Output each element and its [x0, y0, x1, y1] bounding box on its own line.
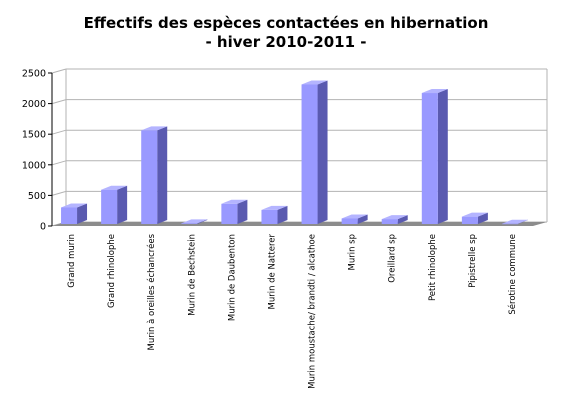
bar-side — [237, 199, 248, 224]
bar-side — [517, 219, 528, 224]
bar-top — [501, 219, 528, 224]
x-category-label: Petit rhinolophe — [428, 234, 438, 301]
bar-front — [221, 203, 238, 224]
bar — [141, 126, 168, 224]
y-tick-label: 2000 — [22, 99, 46, 110]
bar — [501, 219, 528, 225]
y-tick-label: 500 — [28, 191, 46, 202]
x-category-label: Sérotine commune — [507, 234, 518, 315]
bar-front — [101, 189, 118, 224]
bar-front — [61, 207, 78, 224]
bar-top — [61, 203, 88, 208]
bar-side — [357, 214, 368, 224]
bar-side — [77, 203, 88, 224]
y-tick-label: 0 — [40, 222, 46, 233]
bar-top — [421, 89, 448, 94]
y-tick-label: 2500 — [22, 69, 46, 80]
bar-top — [341, 214, 368, 219]
x-category-label: Grand murin — [67, 234, 77, 288]
bar-front — [181, 223, 198, 224]
gridline-wall — [51, 160, 67, 166]
bar-side — [437, 89, 448, 224]
bar-side — [317, 80, 328, 225]
bar — [101, 185, 128, 224]
bar — [261, 205, 288, 224]
bar-top — [381, 215, 408, 220]
x-category-label: Murin de Bechstein — [187, 234, 197, 316]
x-category-label: Murin de Natterer — [267, 234, 277, 310]
gridline-wall — [51, 190, 67, 196]
bar-top — [101, 185, 128, 190]
bar-top — [221, 199, 248, 204]
bar-side — [117, 185, 128, 224]
bar — [301, 80, 328, 225]
x-category-labels: Grand murin Grand rhinolophe Murin à oreil… — [67, 233, 518, 388]
y-tick-labels: 0 500 1000 1500 2000 2500 — [22, 69, 46, 233]
bar-top — [461, 212, 488, 217]
bar-front — [421, 93, 438, 224]
bars — [61, 80, 528, 225]
bar — [181, 219, 208, 224]
bar — [61, 203, 88, 224]
bar-top — [301, 80, 328, 85]
x-category-label: Oreillard sp — [388, 234, 398, 283]
x-category-label: Murin de Daubenton — [227, 234, 237, 321]
x-category-label: Murin sp — [348, 234, 358, 271]
bar — [421, 89, 448, 224]
bar — [221, 199, 248, 224]
bar-top — [181, 219, 208, 224]
bar-front — [461, 216, 478, 224]
bar — [381, 215, 408, 224]
bar-front — [341, 218, 358, 224]
chart-title-line-1: Effectifs des espèces contactées en hibe… — [84, 14, 489, 32]
bar-side — [277, 205, 288, 224]
bar-front — [141, 130, 158, 224]
bar-front — [381, 219, 398, 224]
bar-side — [197, 219, 208, 224]
y-tick-label: 1000 — [22, 160, 46, 171]
bar-top — [141, 126, 168, 131]
bar-front — [261, 209, 278, 224]
x-category-label: Grand rhinolophe — [107, 234, 117, 308]
bar-side — [157, 126, 168, 224]
x-category-label: Pipistrelle sp — [468, 234, 478, 288]
gridline-wall — [51, 68, 67, 74]
chart-title: Effectifs des espèces contactées en hibe… — [84, 14, 489, 51]
chart-title-line-2: - hiver 2010-2011 - — [205, 33, 366, 51]
bar-front — [301, 84, 318, 225]
bar — [341, 214, 368, 224]
y-tick-label: 1500 — [22, 130, 46, 141]
axes — [48, 72, 53, 227]
gridline-wall — [51, 99, 67, 105]
x-category-label: Murin à oreilles échancrées — [146, 233, 157, 350]
bar-front — [501, 223, 518, 225]
gridline-wall — [51, 129, 67, 135]
bar — [461, 212, 488, 224]
bar-side — [477, 212, 488, 224]
x-category-label: Murin moustache/ brandti / alcathoe — [308, 234, 318, 389]
bar-top — [261, 205, 288, 210]
bar-side — [397, 215, 408, 224]
